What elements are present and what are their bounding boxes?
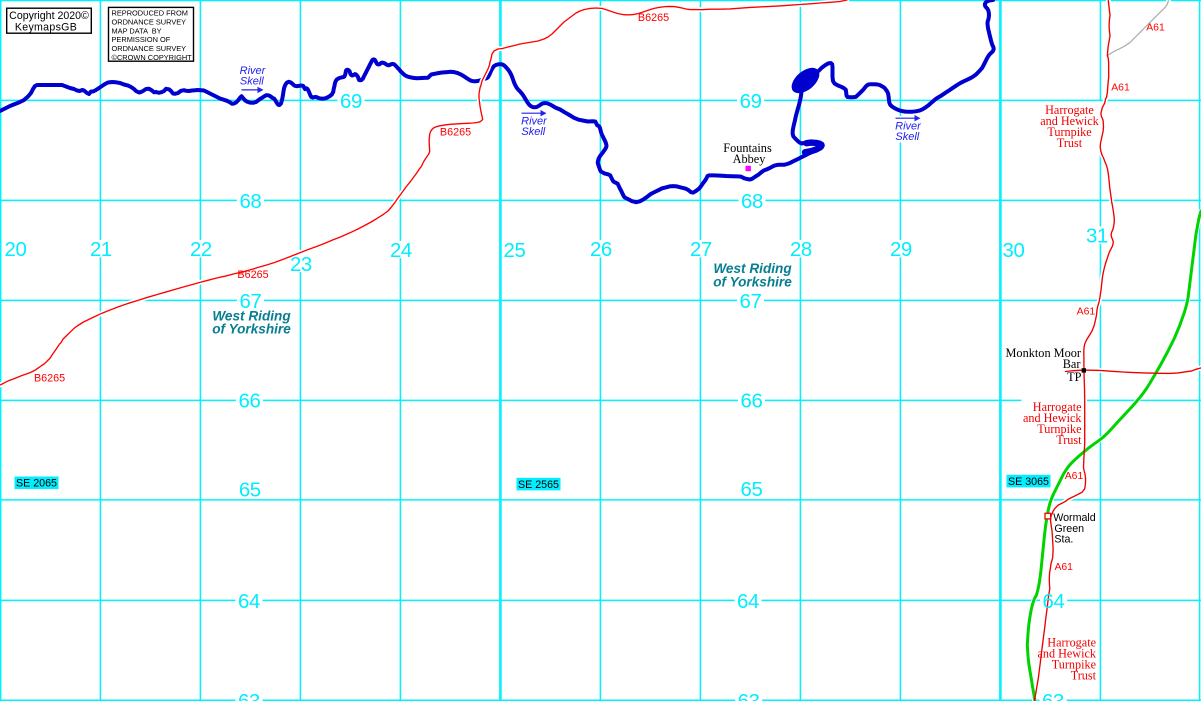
svg-text:ORDNANCE SURVEY: ORDNANCE SURVEY: [112, 17, 187, 26]
svg-text:28: 28: [790, 239, 812, 261]
svg-text:64: 64: [737, 591, 759, 613]
svg-text:Turnpike: Turnpike: [1052, 657, 1096, 671]
svg-text:Skell: Skell: [240, 76, 264, 88]
svg-text:and Hewick: and Hewick: [1023, 411, 1082, 425]
svg-text:63: 63: [738, 691, 760, 701]
svg-text:Bar: Bar: [1063, 357, 1081, 371]
svg-text:River: River: [240, 65, 267, 77]
svg-text:B6265: B6265: [34, 373, 65, 385]
svg-text:TP: TP: [1067, 370, 1082, 384]
svg-text:SE 2565: SE 2565: [518, 479, 559, 491]
svg-text:Green: Green: [1054, 523, 1084, 535]
svg-text:and Hewick: and Hewick: [1040, 114, 1099, 128]
svg-text:68: 68: [741, 191, 763, 213]
svg-text:20: 20: [5, 239, 27, 261]
svg-text:A61: A61: [1054, 562, 1073, 573]
svg-text:Trust: Trust: [1071, 668, 1097, 682]
svg-text:24: 24: [390, 240, 412, 262]
svg-text:Trust: Trust: [1056, 433, 1082, 447]
svg-text:Sta.: Sta.: [1054, 533, 1073, 545]
svg-text:SE 3065: SE 3065: [1008, 476, 1049, 488]
svg-text:68: 68: [239, 191, 261, 213]
svg-text:67: 67: [240, 291, 262, 313]
svg-text:Abbey: Abbey: [733, 152, 767, 166]
svg-text:ORDNANCE SURVEY: ORDNANCE SURVEY: [112, 44, 187, 53]
svg-text:West Riding: West Riding: [713, 261, 792, 276]
svg-text:65: 65: [741, 479, 763, 501]
svg-text:67: 67: [740, 291, 762, 313]
svg-text:©CROWN COPYRIGHT: ©CROWN COPYRIGHT: [112, 53, 193, 62]
svg-text:Monkton Moor: Monkton Moor: [1006, 346, 1082, 360]
svg-text:65: 65: [239, 479, 261, 501]
svg-text:27: 27: [690, 239, 712, 261]
svg-text:Skell: Skell: [521, 126, 545, 138]
svg-text:66: 66: [741, 391, 763, 413]
svg-text:KeymapsGB: KeymapsGB: [15, 21, 77, 33]
svg-text:MAP DATA BY: MAP DATA BY: [112, 26, 162, 35]
svg-text:Harrogate: Harrogate: [1033, 400, 1082, 414]
svg-text:63: 63: [238, 691, 260, 701]
svg-text:23: 23: [290, 254, 312, 276]
svg-text:A61: A61: [1146, 22, 1165, 33]
svg-text:69: 69: [340, 91, 362, 113]
svg-text:22: 22: [190, 239, 212, 261]
svg-text:B6265: B6265: [638, 12, 669, 24]
svg-text:PERMISSION OF: PERMISSION OF: [112, 35, 171, 44]
svg-text:21: 21: [90, 239, 112, 261]
svg-text:Trust: Trust: [1057, 136, 1083, 150]
svg-text:and Hewick: and Hewick: [1037, 646, 1096, 660]
svg-text:A61: A61: [1065, 471, 1084, 482]
svg-text:B6265: B6265: [237, 269, 268, 281]
svg-text:of Yorkshire: of Yorkshire: [212, 322, 291, 337]
svg-text:A61: A61: [1077, 306, 1096, 317]
svg-text:B6265: B6265: [440, 127, 471, 139]
svg-text:30: 30: [1003, 240, 1025, 262]
svg-text:Harrogate: Harrogate: [1045, 103, 1094, 117]
svg-text:West Riding: West Riding: [212, 308, 291, 323]
svg-text:64: 64: [238, 591, 260, 613]
svg-text:69: 69: [740, 91, 762, 113]
svg-text:26: 26: [590, 239, 612, 261]
svg-text:Turnpike: Turnpike: [1037, 422, 1081, 436]
svg-text:Copyright 2020©: Copyright 2020©: [9, 10, 89, 22]
svg-text:31: 31: [1086, 225, 1108, 247]
svg-text:Turnpike: Turnpike: [1047, 125, 1091, 139]
svg-text:River: River: [521, 116, 548, 128]
svg-text:63: 63: [1042, 691, 1064, 701]
svg-text:REPRODUCED FROM: REPRODUCED FROM: [112, 9, 188, 18]
svg-text:29: 29: [890, 239, 912, 261]
svg-text:25: 25: [504, 240, 526, 262]
svg-text:Harrogate: Harrogate: [1047, 635, 1096, 649]
svg-text:Skell: Skell: [895, 131, 919, 143]
svg-text:64: 64: [1043, 591, 1065, 613]
svg-text:A61: A61: [1111, 82, 1130, 93]
svg-text:Wormald: Wormald: [1053, 512, 1096, 524]
svg-text:of Yorkshire: of Yorkshire: [713, 274, 792, 289]
svg-text:Fountains: Fountains: [723, 141, 772, 155]
svg-text:River: River: [895, 121, 922, 133]
svg-text:SE 2065: SE 2065: [16, 478, 57, 490]
svg-text:66: 66: [239, 391, 261, 413]
